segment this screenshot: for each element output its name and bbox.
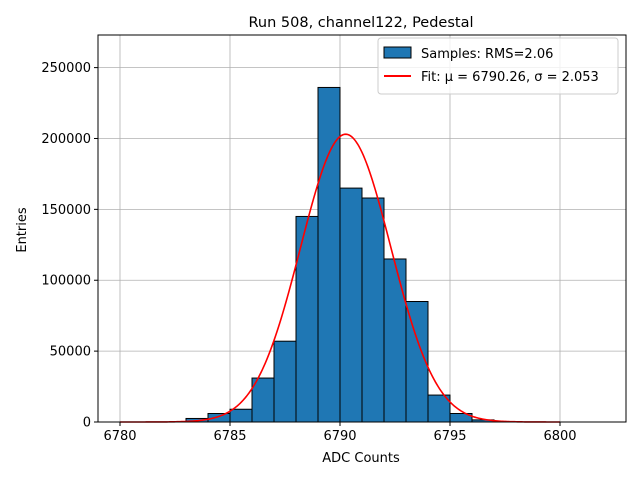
legend-box (377, 37, 619, 95)
legend: Samples: RMS=2.06 Fit: μ = 6790.26, σ = … (377, 37, 619, 95)
histogram-bar (317, 86, 341, 423)
histogram-bar (273, 340, 297, 423)
x-tick-label: 6785 (213, 429, 246, 444)
y-tick-label: 200000 (41, 132, 91, 147)
y-tick-label: 50000 (50, 345, 91, 360)
x-tick-label: 6780 (103, 429, 136, 444)
histogram-bar (405, 301, 429, 423)
y-tick-label: 100000 (41, 274, 91, 289)
histogram-bar (383, 258, 407, 423)
y-axis-label: Entries (15, 207, 30, 253)
fit-line (120, 133, 560, 423)
x-tick-label: 6795 (433, 429, 466, 444)
histogram-bar (229, 408, 253, 423)
histogram-bar (295, 215, 319, 423)
histogram-bar (339, 187, 363, 423)
x-tick-label: 6790 (323, 429, 356, 444)
y-tick-label: 0 (83, 416, 91, 431)
y-tick-label: 150000 (41, 203, 91, 218)
fit-curve (120, 133, 560, 423)
axis-ticks: 6780 6785 6790 6795 6800 0 50000 100000 150000 20… (41, 61, 576, 444)
histogram-bar (361, 197, 385, 423)
x-tick-label: 6800 (543, 429, 576, 444)
plot-frame (97, 34, 627, 423)
legend-label-histogram: Samples: RMS=2.06 (421, 47, 553, 62)
chart-title: Run 508, channel122, Pedestal (248, 15, 473, 31)
legend-label-fit: Fit: μ = 6790.26, σ = 2.053 (421, 70, 599, 85)
histogram-bars (185, 86, 495, 423)
legend-swatch-histogram (383, 46, 412, 59)
x-axis-label: ADC Counts (322, 451, 400, 466)
y-tick-label: 250000 (41, 61, 91, 76)
